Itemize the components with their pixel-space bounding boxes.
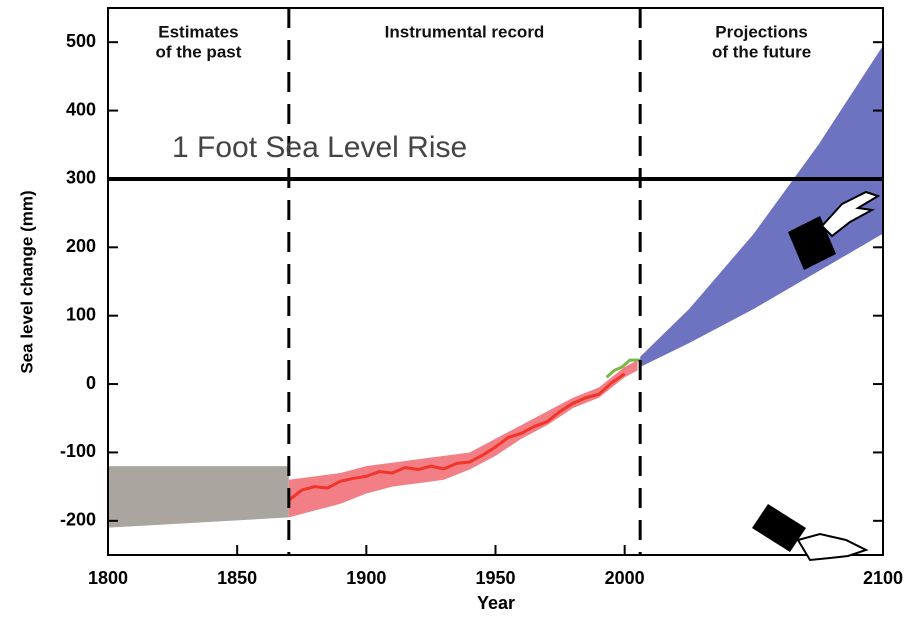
region-label: of the past [155, 42, 241, 61]
band [108, 466, 289, 528]
x-axis-label: Year [477, 593, 515, 613]
reference-label: 1 Foot Sea Level Rise [172, 131, 467, 164]
x-tick-label: 1800 [88, 568, 128, 588]
y-tick-label: 300 [66, 168, 96, 188]
band [288, 360, 638, 518]
region-label: of the future [712, 42, 811, 61]
x-tick-label: 2100 [863, 568, 903, 588]
band [640, 45, 883, 367]
x-tick-label: 1900 [346, 568, 386, 588]
y-tick-label: 100 [66, 304, 96, 324]
data-line [287, 372, 626, 502]
x-tick-label: 2000 [605, 568, 645, 588]
y-tick-label: 400 [66, 99, 96, 119]
y-tick-label: -200 [60, 510, 96, 530]
y-tick-label: 200 [66, 236, 96, 256]
region-label: Projections [715, 22, 808, 41]
region-label: Estimates [158, 22, 238, 41]
hand-icon [752, 504, 869, 562]
x-tick-label: 1950 [475, 568, 515, 588]
y-tick-label: 0 [86, 373, 96, 393]
hand-icon [788, 190, 881, 270]
y-tick-label: -100 [60, 441, 96, 461]
region-label: Instrumental record [385, 22, 545, 41]
x-tick-label: 1850 [217, 568, 257, 588]
y-axis-label: Sea level change (mm) [17, 190, 36, 373]
data-line [605, 358, 641, 379]
y-tick-label: 500 [66, 31, 96, 51]
